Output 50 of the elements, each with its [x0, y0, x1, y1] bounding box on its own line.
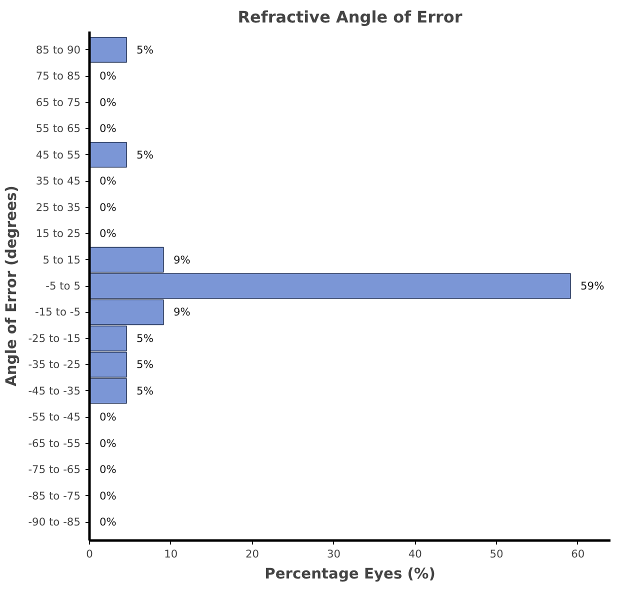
- data-label: 0%: [100, 122, 116, 136]
- chart-title: Refractive Angle of Error: [238, 8, 462, 26]
- y-tick-label: -5 to 5: [46, 280, 81, 292]
- data-label: 0%: [100, 463, 116, 476]
- data-label: 5%: [136, 148, 154, 162]
- y-tick-label: -75 to -65: [28, 463, 81, 476]
- y-tick-label: 75 to 85: [36, 70, 80, 83]
- data-label: 0%: [100, 200, 116, 214]
- x-tick-label: 40: [408, 548, 422, 560]
- data-label: 9%: [174, 253, 190, 266]
- y-tick-label: 65 to 75: [36, 96, 80, 109]
- x-axis-title: Percentage Eyes (%): [264, 566, 436, 582]
- data-label: 5%: [136, 332, 154, 345]
- y-tick-label: 45 to 55: [36, 148, 80, 162]
- y-axis-title: Angle of Error (degrees): [3, 186, 20, 386]
- y-tick-label: 5 to 15: [42, 253, 80, 266]
- x-tick-label: 0: [86, 548, 94, 560]
- data-label: 5%: [136, 384, 154, 398]
- y-tick-label: -15 to -5: [35, 306, 81, 319]
- y-tick-label: -25 to -15: [28, 332, 81, 345]
- y-tick-label: -90 to -85: [28, 516, 81, 529]
- y-tick-label: 25 to 35: [36, 200, 80, 214]
- data-label: 0%: [100, 489, 116, 502]
- y-tick-label: 35 to 45: [36, 174, 80, 188]
- data-label: 9%: [174, 306, 190, 319]
- x-tick-label: 60: [571, 548, 585, 560]
- x-tick-label: 20: [246, 548, 260, 560]
- x-tick-label: 50: [490, 548, 504, 560]
- y-tick-label: -65 to -55: [28, 436, 81, 450]
- data-label: 5%: [136, 358, 154, 372]
- data-label: 0%: [100, 227, 116, 240]
- y-tick-label: -45 to -35: [28, 384, 81, 398]
- bar: [90, 37, 127, 63]
- x-tick-label: 10: [164, 548, 178, 560]
- y-tick-label: -35 to -25: [28, 358, 81, 372]
- data-label: 0%: [100, 96, 116, 109]
- y-tick-label: -55 to -45: [28, 410, 81, 424]
- bar: [90, 142, 127, 168]
- data-label: 0%: [100, 436, 116, 450]
- data-label: 0%: [100, 70, 116, 83]
- y-tick-label: 55 to 65: [36, 122, 80, 136]
- x-tick-label: 30: [326, 548, 341, 560]
- data-label: 0%: [100, 410, 116, 424]
- y-tick-label: -85 to -75: [28, 489, 81, 502]
- data-label: 0%: [100, 516, 116, 529]
- data-label: 59%: [580, 280, 604, 292]
- data-label: 0%: [100, 174, 116, 188]
- data-label: 5%: [136, 43, 154, 56]
- y-tick-label: 15 to 25: [36, 227, 80, 240]
- y-tick-label: 85 to 90: [36, 43, 81, 56]
